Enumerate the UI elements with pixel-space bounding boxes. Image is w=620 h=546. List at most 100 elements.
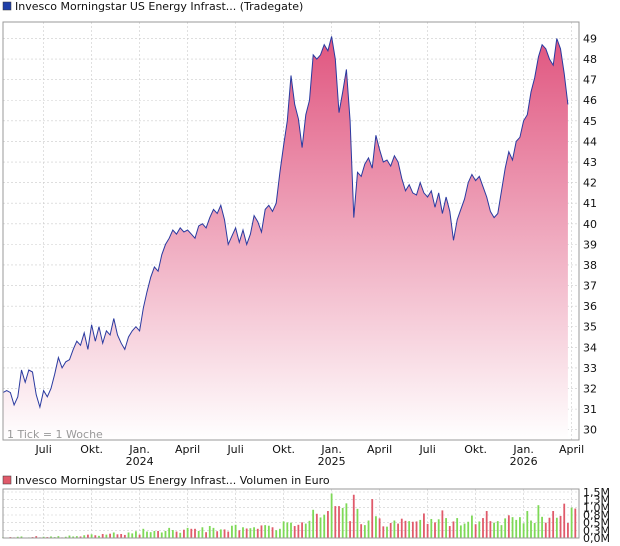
volume-bar bbox=[567, 522, 569, 538]
volume-bar bbox=[271, 527, 274, 538]
volume-bar bbox=[375, 516, 377, 538]
volume-bar bbox=[367, 520, 370, 538]
volume-bar bbox=[426, 523, 429, 538]
price-legend-swatch bbox=[2, 1, 12, 11]
volume-bar bbox=[423, 513, 425, 538]
volume-bar bbox=[160, 532, 163, 538]
volume-bar bbox=[212, 527, 215, 538]
volume-bar bbox=[533, 522, 536, 538]
volume-legend-swatch bbox=[2, 475, 12, 485]
volume-bar bbox=[157, 530, 159, 538]
volume-bar bbox=[445, 518, 447, 538]
volume-y-tick-label: 1,0M bbox=[583, 501, 610, 514]
volume-bar bbox=[109, 533, 111, 538]
volume-bar bbox=[164, 530, 167, 538]
price-x-tick-label: Okt. bbox=[464, 443, 487, 456]
volume-bar bbox=[507, 515, 510, 538]
volume-bar bbox=[448, 526, 451, 538]
volume-bar bbox=[216, 531, 219, 538]
volume-bar bbox=[363, 525, 366, 538]
volume-bar bbox=[231, 525, 233, 538]
volume-bar bbox=[57, 536, 60, 538]
volume-bar bbox=[223, 529, 226, 538]
volume-y-tick-label: 1,3M bbox=[583, 494, 610, 507]
volume-bar bbox=[400, 518, 403, 538]
price-x-tick-label: Jan. bbox=[128, 443, 149, 456]
volume-bar bbox=[146, 531, 148, 538]
volume-bar bbox=[171, 530, 174, 538]
price-x-tick-label: Jan. bbox=[512, 443, 533, 456]
volume-bar bbox=[35, 536, 38, 538]
volume-y-tick-label: 0,0M bbox=[583, 532, 610, 545]
volume-bar bbox=[408, 521, 411, 538]
volume-bar bbox=[135, 531, 137, 538]
volume-bar bbox=[234, 524, 237, 538]
volume-bar bbox=[500, 525, 503, 538]
price-y-tick-label: 36 bbox=[583, 300, 597, 313]
volume-bar bbox=[559, 515, 562, 538]
volume-bar bbox=[522, 523, 525, 538]
price-legend-label: Invesco Morningstar US Energy Infrast...… bbox=[15, 0, 303, 13]
volume-bar bbox=[279, 528, 281, 538]
volume-bar bbox=[208, 526, 211, 538]
volume-bar bbox=[378, 518, 381, 538]
volume-bar bbox=[404, 520, 407, 538]
price-y-tick-label: 40 bbox=[583, 218, 597, 231]
price-x-tick-label: Juli bbox=[34, 443, 51, 456]
volume-bar bbox=[138, 534, 141, 538]
volume-bar bbox=[312, 509, 315, 538]
volume-bar bbox=[552, 511, 555, 538]
volume-bar bbox=[149, 532, 152, 538]
volume-bar bbox=[20, 536, 23, 538]
price-x-year-label: 2024 bbox=[126, 455, 154, 468]
volume-bar bbox=[452, 521, 455, 538]
price-y-tick-label: 47 bbox=[583, 74, 597, 87]
volume-bar bbox=[245, 528, 248, 538]
volume-bar bbox=[304, 523, 307, 538]
volume-bar bbox=[286, 522, 289, 538]
price-y-tick-label: 31 bbox=[583, 403, 597, 416]
price-y-tick-label: 46 bbox=[583, 94, 597, 107]
price-y-tick-label: 45 bbox=[583, 115, 597, 128]
price-y-tick-label: 48 bbox=[583, 53, 597, 66]
volume-bar bbox=[327, 511, 329, 538]
volume-bar bbox=[68, 535, 71, 538]
volume-bar bbox=[474, 524, 477, 538]
volume-bar bbox=[519, 517, 521, 538]
volume-bar bbox=[290, 522, 292, 538]
volume-bar bbox=[463, 523, 466, 538]
volume-bar bbox=[371, 499, 374, 538]
volume-bar bbox=[197, 530, 200, 538]
volume-bar bbox=[415, 521, 418, 538]
volume-bar bbox=[345, 503, 348, 538]
price-plot-frame bbox=[2, 21, 580, 441]
volume-bar bbox=[227, 531, 230, 538]
volume-bar bbox=[504, 518, 507, 538]
price-x-tick-label: Okt. bbox=[80, 443, 103, 456]
volume-bar bbox=[194, 528, 196, 538]
volume-bar bbox=[101, 534, 104, 538]
volume-bar bbox=[301, 522, 303, 538]
volume-bar bbox=[75, 536, 78, 538]
volume-bar bbox=[441, 510, 444, 538]
volume-y-axis: 0,0M0,3M0,5M0,8M1,0M1,3M1,5M bbox=[583, 486, 610, 545]
price-y-tick-label: 39 bbox=[583, 238, 597, 251]
price-y-tick-label: 30 bbox=[583, 424, 597, 437]
volume-plot-frame bbox=[2, 488, 580, 539]
volume-bar bbox=[382, 526, 385, 538]
volume-bar bbox=[511, 517, 514, 538]
volume-bar bbox=[94, 535, 97, 538]
volume-bar bbox=[419, 519, 422, 538]
price-y-tick-label: 42 bbox=[583, 177, 597, 190]
volume-bar bbox=[471, 515, 473, 538]
volume-bar bbox=[548, 517, 551, 538]
price-x-tick-label: Jan. bbox=[320, 443, 341, 456]
volume-bar bbox=[338, 506, 340, 538]
volume-bar bbox=[489, 521, 492, 538]
volume-bar bbox=[330, 493, 333, 538]
volume-bar bbox=[186, 527, 189, 538]
volume-bar bbox=[360, 524, 363, 538]
volume-bar bbox=[386, 526, 388, 538]
volume-bar bbox=[98, 535, 100, 538]
